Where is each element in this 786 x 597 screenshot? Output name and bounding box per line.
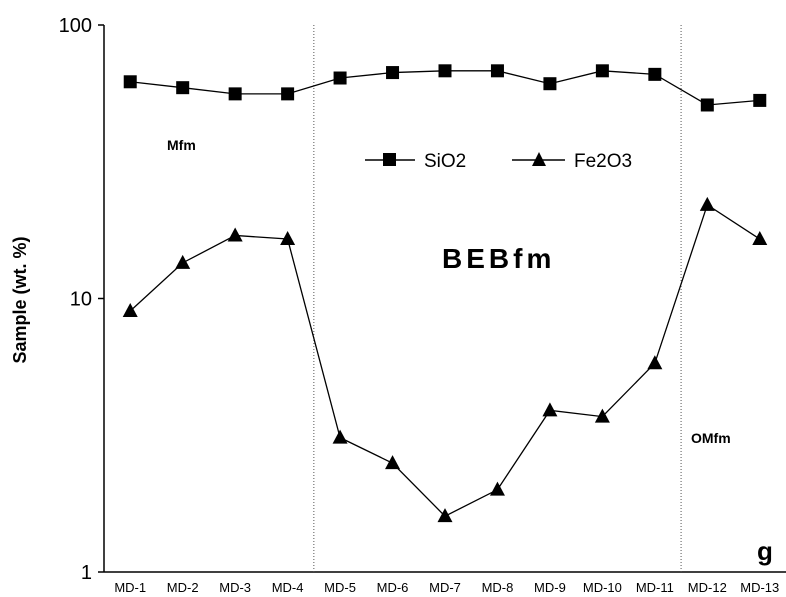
x-tick-label: MD-6 xyxy=(377,580,409,595)
x-tick-label: MD-4 xyxy=(272,580,304,595)
series-sio2 xyxy=(123,64,767,112)
point-fe2o3 xyxy=(647,355,663,370)
point-sio2 xyxy=(700,98,714,112)
y-tick-labels: 100 10 1 xyxy=(59,15,104,584)
legend-fe2o3-marker xyxy=(532,152,546,166)
y-tick-label: 10 xyxy=(70,289,92,311)
point-fe2o3 xyxy=(594,408,610,423)
x-tick-labels: MD-1 MD-2 MD-3 MD-4 MD-5 MD-6 MD-7 MD-8 MD-9 MD-1… xyxy=(114,580,779,595)
point-fe2o3 xyxy=(227,227,243,242)
point-sio2 xyxy=(386,66,400,80)
legend-sio2-marker xyxy=(383,153,396,166)
point-fe2o3 xyxy=(385,455,401,470)
y-axis-label: Sample (wt. %) xyxy=(10,236,30,363)
series-layer xyxy=(122,64,768,523)
x-tick-label: MD-11 xyxy=(636,580,674,595)
series-fe2o3 xyxy=(122,196,768,523)
x-tick-label: MD-7 xyxy=(429,580,461,595)
point-sio2 xyxy=(438,64,452,78)
point-fe2o3 xyxy=(699,196,715,211)
panel-label: g xyxy=(757,536,773,566)
x-tick-label: MD-2 xyxy=(167,580,199,595)
x-tick-label: MD-12 xyxy=(688,580,727,595)
x-tick-label: MD-8 xyxy=(482,580,514,595)
x-tick-label: MD-13 xyxy=(740,580,779,595)
point-sio2 xyxy=(648,67,662,81)
annotation-omfm: OMfm xyxy=(691,430,731,446)
point-fe2o3 xyxy=(542,402,558,417)
y-tick-label: 1 xyxy=(81,562,92,584)
axes xyxy=(103,25,786,573)
point-fe2o3 xyxy=(332,429,348,444)
point-sio2 xyxy=(753,93,767,107)
point-sio2 xyxy=(281,87,295,101)
point-sio2 xyxy=(490,64,504,78)
point-fe2o3 xyxy=(437,508,453,523)
point-sio2 xyxy=(333,71,347,85)
annotation-bebfm: BEBfm xyxy=(442,243,555,274)
x-tick-label: MD-3 xyxy=(219,580,251,595)
x-tick-label: MD-5 xyxy=(324,580,356,595)
x-tick-label: MD-10 xyxy=(583,580,622,595)
point-sio2 xyxy=(543,77,557,91)
annotation-mfm: Mfm xyxy=(167,137,196,153)
point-fe2o3 xyxy=(752,231,768,246)
point-sio2 xyxy=(595,64,609,78)
legend-sio2-label: SiO2 xyxy=(424,151,466,172)
legend: SiO2 Fe2O3 xyxy=(365,151,632,172)
y-tick-label: 100 xyxy=(59,15,92,37)
legend-fe2o3-label: Fe2O3 xyxy=(574,151,632,172)
divider-lines xyxy=(313,25,682,572)
x-tick-label: MD-1 xyxy=(114,580,146,595)
x-tick-label: MD-9 xyxy=(534,580,566,595)
point-sio2 xyxy=(123,75,137,89)
point-fe2o3 xyxy=(280,231,296,246)
point-fe2o3 xyxy=(489,481,505,496)
point-fe2o3 xyxy=(122,303,138,318)
point-sio2 xyxy=(228,87,242,101)
point-sio2 xyxy=(176,81,190,95)
point-fe2o3 xyxy=(175,254,191,269)
